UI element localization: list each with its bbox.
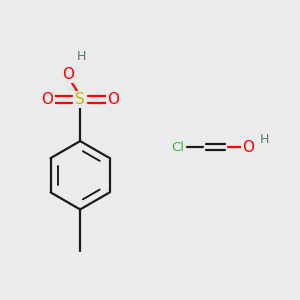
Text: O: O [62,67,74,82]
Text: H: H [260,133,269,146]
Text: O: O [41,92,53,107]
Text: S: S [75,92,85,107]
Text: O: O [107,92,119,107]
Text: O: O [242,140,254,154]
Text: Cl: Cl [172,140,185,154]
Text: H: H [77,50,86,63]
